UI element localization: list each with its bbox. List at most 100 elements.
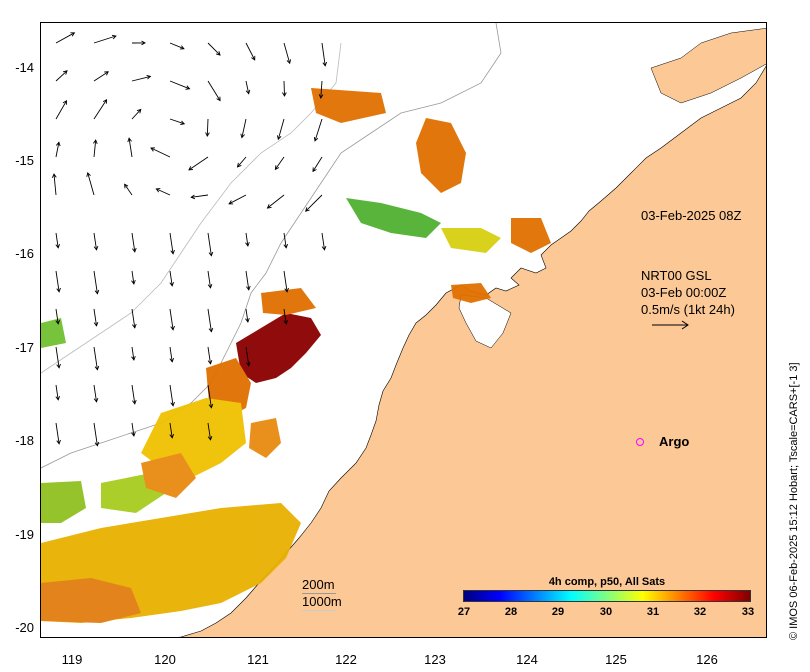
argo-marker-icon[interactable] [636,438,644,446]
current-vector-head [266,204,272,209]
island [458,294,512,349]
current-vector-head [284,287,289,293]
current-vector [169,422,173,438]
contour-200m [41,23,502,469]
current-vector [277,118,285,140]
sst-patch-green [346,198,441,238]
current-vector-head [127,137,132,143]
lat-tick: -20 [15,620,34,635]
current-vector-head [104,71,109,76]
lon-tick: 125 [605,652,627,667]
sst-patch-orange [261,288,316,315]
current-vector [93,232,97,250]
current-vector-head [179,45,185,50]
current-vector-head [283,243,289,249]
current-vector-head [131,431,136,437]
current-vector-head [70,32,76,37]
current-vector [321,232,325,250]
current-vector [207,42,221,56]
current-vector [245,232,249,246]
current-vector [93,346,98,370]
current-vector-head [240,133,245,139]
current-vector-head [282,92,287,97]
lon-tick: 121 [247,652,269,667]
colorbar-tick: 30 [599,606,613,618]
current-vector-head [56,439,61,445]
current-vector-head [55,319,61,325]
gsl-title: NRT00 GSL [641,268,712,283]
current-vector [283,80,285,97]
current-vector-head [286,59,292,65]
current-vector-head [169,281,175,287]
current-vectors [51,32,328,447]
current-vector [245,308,249,322]
map-canvas [41,23,766,637]
current-vector [314,118,323,142]
current-vector-head [93,245,99,251]
current-vector [55,422,60,444]
current-vector-head [251,55,256,61]
sst-patch-orange [249,418,281,458]
lat-tick: -19 [15,527,34,542]
current-vector-head [94,441,100,447]
current-vector-head [188,166,193,171]
current-vector [131,308,136,328]
current-vector [169,346,173,362]
map-frame[interactable] [40,22,767,638]
current-vector [228,194,247,205]
current-vector-head [102,99,108,104]
current-vector [283,308,287,324]
current-vector-head [305,207,310,212]
current-vector [207,308,212,332]
current-vector-head [274,165,280,171]
current-vector [93,384,97,402]
current-vector [241,118,247,138]
lon-tick: 122 [335,652,357,667]
sst-patch-green [41,481,86,523]
current-vector [93,140,97,158]
current-vector [55,232,59,248]
current-vector [131,270,135,284]
current-vector [275,156,285,170]
current-vector-head [55,243,61,249]
contour-1000m [41,42,342,374]
colorbar-tick: 32 [693,606,707,618]
current-vector [55,142,60,158]
current-vector [169,308,174,330]
current-vector-head [51,173,57,178]
current-vector [312,156,323,172]
current-vector [55,270,60,292]
colorbar-tick: 31 [646,606,660,618]
current-vector-head [321,245,327,251]
current-vector-head [312,167,317,173]
current-vector [245,80,250,94]
depth-line-1000 [302,610,336,611]
current-vector-head [208,327,214,333]
colorbar-tick: 33 [741,606,755,618]
current-vector [207,80,221,101]
current-vector-head [246,285,251,291]
current-vector-head [208,403,214,409]
current-vector-head [131,355,136,361]
current-vector [283,232,287,248]
current-vector [55,346,60,368]
current-vector-head [132,247,137,253]
current-vector-head [170,401,175,407]
timestamp-label: 03-Feb-2025 08Z [641,208,742,223]
lon-tick: 123 [424,652,446,667]
current-vector-head [131,279,136,285]
current-vector [207,270,211,288]
current-vector [124,184,133,196]
current-vector-head [132,399,137,405]
current-vector [169,118,185,125]
current-vector [131,232,136,252]
current-vector-head [124,183,129,189]
current-vector [169,42,185,50]
current-vector [93,35,117,44]
current-vector-head [276,135,282,141]
current-vector [169,80,190,90]
current-vector [206,118,209,137]
depth-legend-1000: 1000m [302,594,342,609]
current-vector [55,100,67,120]
current-vector [245,346,250,366]
